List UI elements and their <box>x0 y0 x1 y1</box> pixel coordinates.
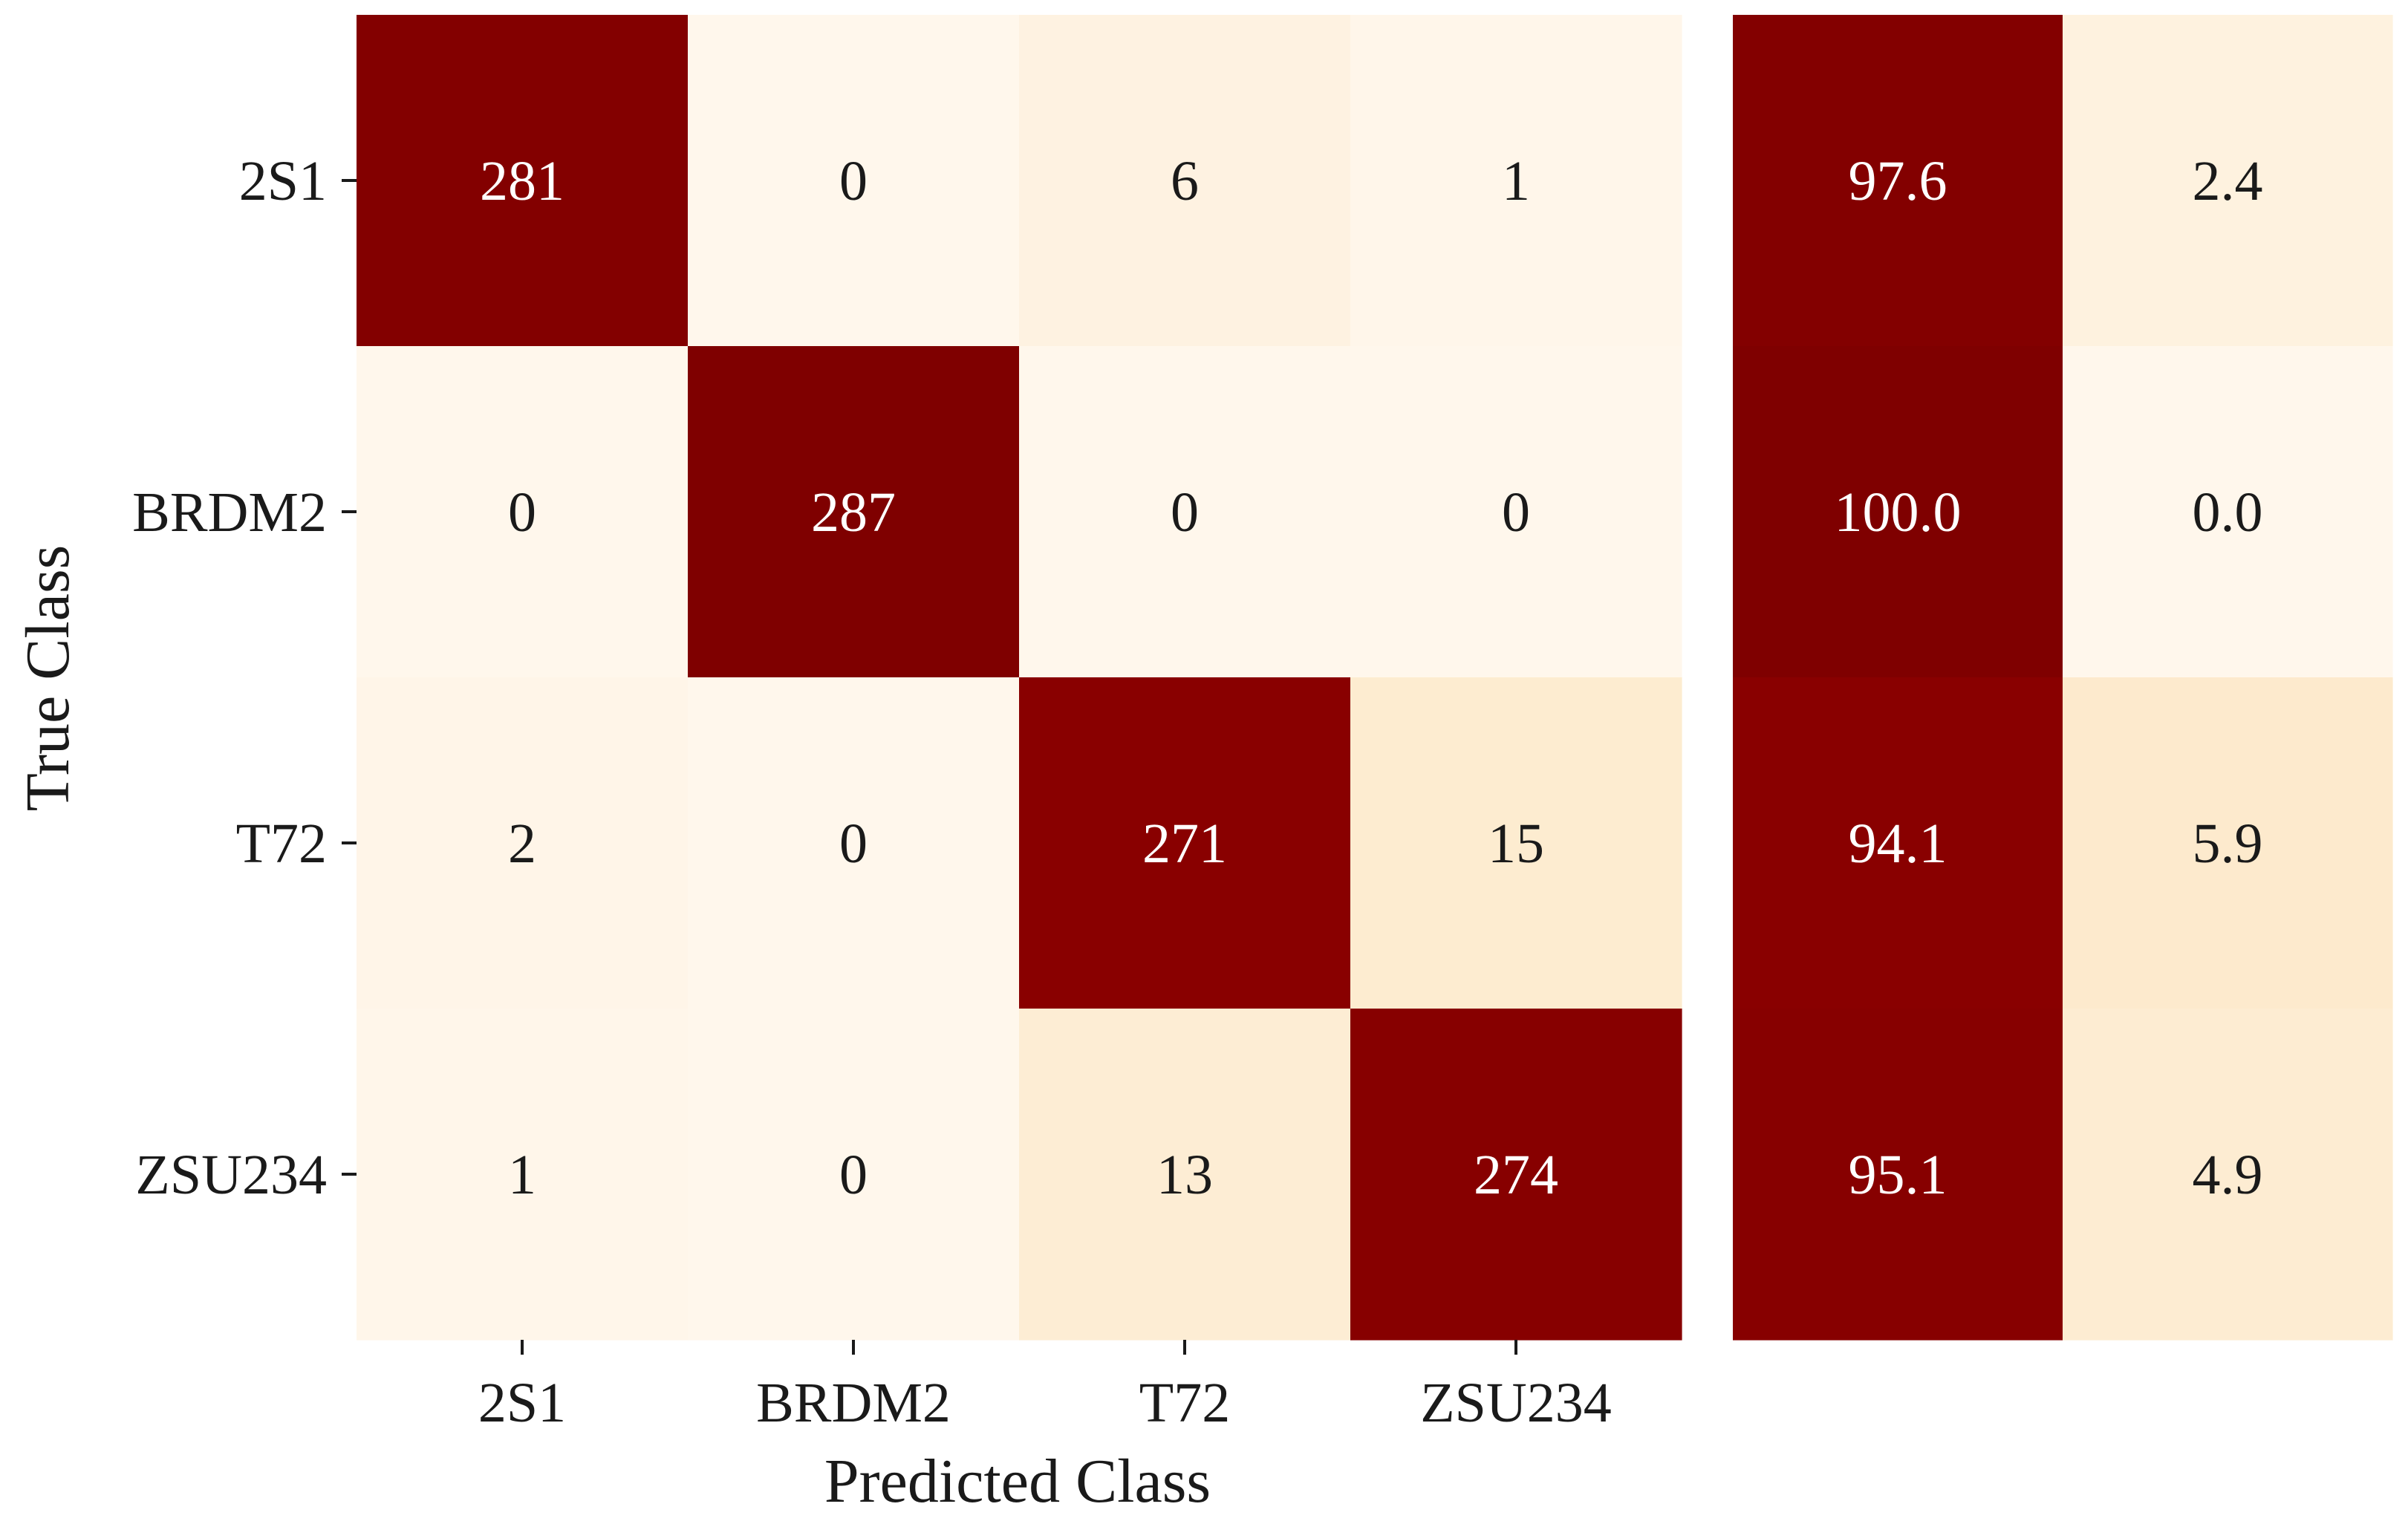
matrix-cell-label: 6 <box>1171 150 1199 212</box>
rate-cell-label: 5.9 <box>2193 813 2263 875</box>
matrix-cell-label: 281 <box>480 150 564 212</box>
rate-cell-label: 4.9 <box>2193 1144 2263 1206</box>
rate-cell-r4-c1 <box>1733 1009 2063 1341</box>
matrix-cell-r4-c3 <box>1019 1009 1351 1341</box>
matrix-cell-label: 271 <box>1142 813 1227 875</box>
rate-cell-label: 95.1 <box>1849 1144 1947 1206</box>
y-tick-label: ZSU234 <box>135 1144 327 1206</box>
y-axis-ticks: 2S1 BRDM2 T72 ZSU234 <box>132 150 357 1206</box>
y-axis-label: True Class <box>13 545 82 812</box>
matrix-cell-label: 13 <box>1156 1144 1213 1206</box>
x-axis-ticks: 2S1 BRDM2 T72 ZSU234 <box>478 1340 1612 1434</box>
matrix-cell-r2-c1 <box>357 346 689 678</box>
matrix-cell-label: 0 <box>1502 481 1530 544</box>
rate-cell-r2-c1 <box>1733 346 2063 678</box>
matrix-cell-label: 287 <box>811 481 896 544</box>
y-tick-label: 2S1 <box>239 150 327 212</box>
x-tick-label: T72 <box>1139 1372 1230 1434</box>
matrix-cell-r1-c2 <box>688 15 1020 347</box>
matrix-cell-r4-c1 <box>357 1009 689 1341</box>
matrix-cell-label: 0 <box>839 150 868 212</box>
matrix-cell-r3-c4 <box>1350 677 1682 1009</box>
matrix-cell-label: 0 <box>839 1144 868 1206</box>
matrix-cell-r4-c4 <box>1350 1009 1682 1341</box>
matrix-cell-r1-c1 <box>357 15 689 347</box>
matrix-cell-r2-c2 <box>688 346 1020 678</box>
rate-cell-r4-c2 <box>2063 1009 2393 1341</box>
x-tick-label: 2S1 <box>478 1372 566 1434</box>
y-tick-label: T72 <box>236 813 327 875</box>
matrix-cell-label: 1 <box>1502 150 1530 212</box>
rate-cell-r1-c2 <box>2063 15 2393 347</box>
rate-matrix-cells: 97.6 2.4 100.0 0.0 94.1 5.9 95.1 4.9 <box>1733 15 2393 1341</box>
matrix-cell-r2-c4 <box>1350 346 1682 678</box>
matrix-cell-r4-c2 <box>688 1009 1020 1341</box>
x-tick-label: BRDM2 <box>756 1372 951 1434</box>
matrix-cell-label: 274 <box>1474 1144 1558 1206</box>
matrix-cell-r3-c2 <box>688 677 1020 1009</box>
matrix-cell-label: 0 <box>508 481 536 544</box>
matrix-cell-r2-c3 <box>1019 346 1351 678</box>
matrix-cell-r1-c4 <box>1350 15 1682 347</box>
y-tick-label: BRDM2 <box>132 481 327 544</box>
rate-cell-label: 94.1 <box>1849 813 1947 875</box>
x-axis-label: Predicted Class <box>824 1447 1211 1516</box>
rate-cell-r1-c1 <box>1733 15 2063 347</box>
rate-cell-label: 0.0 <box>2193 481 2263 544</box>
rate-cell-label: 2.4 <box>2193 150 2263 212</box>
matrix-cell-label: 15 <box>1488 813 1544 875</box>
rate-cell-label: 100.0 <box>1835 481 1962 544</box>
matrix-cell-label: 0 <box>1171 481 1199 544</box>
matrix-cell-label: 1 <box>508 1144 536 1206</box>
matrix-cell-r3-c1 <box>357 677 689 1009</box>
matrix-cell-r3-c3 <box>1019 677 1351 1009</box>
rate-cell-label: 97.6 <box>1849 150 1947 212</box>
rate-cell-r3-c1 <box>1733 677 2063 1009</box>
rate-cell-r2-c2 <box>2063 346 2393 678</box>
matrix-cell-label: 0 <box>839 813 868 875</box>
matrix-cell-label: 2 <box>508 813 536 875</box>
rate-cell-r3-c2 <box>2063 677 2393 1009</box>
matrix-cell-r1-c3 <box>1019 15 1351 347</box>
x-tick-label: ZSU234 <box>1420 1372 1612 1434</box>
confusion-matrix-cells: 281 0 6 1 0 287 0 0 2 0 271 15 1 0 13 274 <box>357 15 1682 1341</box>
